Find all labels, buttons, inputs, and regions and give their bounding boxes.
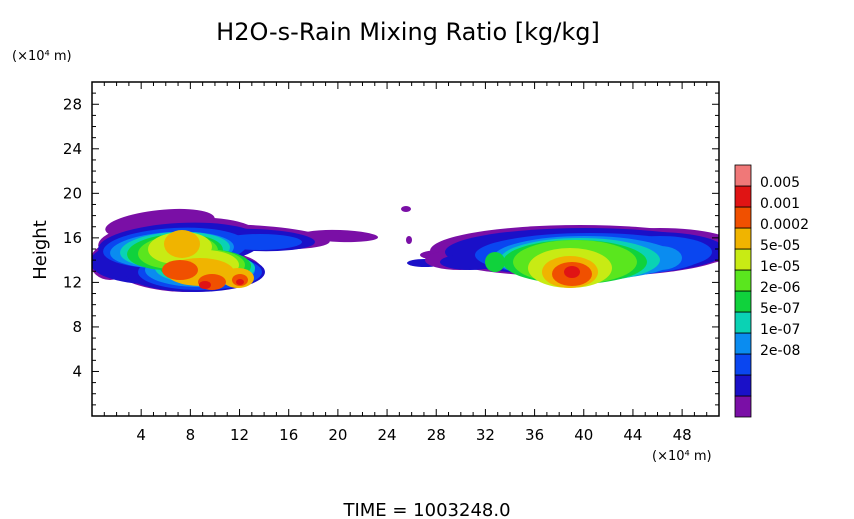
chart-title: H2O-s-Rain Mixing Ratio [kg/kg] — [216, 18, 600, 46]
y-tick-label: 20 — [63, 184, 82, 202]
colorbar-label: 5e-07 — [760, 301, 800, 317]
colorbar: 0.005 0.001 0.0002 5e-05 1e-05 2e-06 5e-07 1e-0… — [734, 164, 809, 418]
time-footer: TIME = 1003248.0 — [342, 500, 510, 519]
y-tick-label: 4 — [72, 362, 82, 380]
contour-region — [302, 229, 378, 243]
x-unit-label: (×10⁴ m) — [652, 449, 712, 464]
colorbar-swatch — [734, 164, 752, 187]
y-tick-label: 8 — [72, 318, 82, 336]
colorbar-label: 1e-07 — [760, 322, 800, 338]
x-tick-label: 12 — [230, 426, 249, 444]
x-tick-label: 40 — [574, 426, 593, 444]
x-tick-label: 36 — [525, 426, 544, 444]
y-axis: 4 8 12 16 20 24 28 — [63, 92, 719, 406]
colorbar-swatch — [734, 227, 752, 250]
x-tick-label: 8 — [186, 426, 196, 444]
contour-region — [406, 236, 412, 244]
colorbar-swatch — [734, 353, 752, 376]
colorbar-swatch — [734, 206, 752, 229]
x-axis: 4 8 12 16 20 24 28 32 36 40 44 48 — [103, 82, 708, 444]
rain-field — [92, 206, 719, 292]
colorbar-swatch — [734, 311, 752, 334]
colorbar-label: 5e-05 — [760, 238, 800, 254]
colorbar-swatch — [734, 395, 752, 418]
x-tick-label: 20 — [328, 426, 347, 444]
x-tick-label: 32 — [476, 426, 495, 444]
colorbar-swatch — [734, 185, 752, 208]
colorbar-label: 2e-06 — [760, 280, 800, 296]
contour-region — [162, 260, 198, 280]
x-tick-label: 24 — [378, 426, 397, 444]
colorbar-swatch — [734, 332, 752, 355]
y-tick-label: 28 — [63, 95, 82, 113]
x-tick-label: 44 — [623, 426, 642, 444]
x-tick-label: 28 — [427, 426, 446, 444]
x-tick-label: 16 — [279, 426, 298, 444]
colorbar-label: 2e-08 — [760, 343, 800, 359]
y-unit-label: (×10⁴ m) — [12, 49, 72, 64]
colorbar-swatch — [734, 290, 752, 313]
colorbar-label: 0.0002 — [760, 217, 809, 233]
contour-region — [236, 279, 244, 285]
contour-region — [485, 252, 505, 272]
colorbar-label: 0.001 — [760, 196, 800, 212]
contour-region — [564, 266, 580, 278]
colorbar-label: 0.005 — [760, 175, 800, 191]
x-tick-label: 48 — [673, 426, 692, 444]
contour-region — [401, 206, 411, 212]
y-tick-label: 12 — [63, 273, 82, 291]
contour-region — [218, 234, 302, 250]
x-tick-label: 4 — [136, 426, 146, 444]
colorbar-swatch — [734, 269, 752, 292]
colorbar-swatch — [734, 248, 752, 271]
contour-region — [199, 281, 211, 289]
contour-region — [164, 230, 200, 258]
colorbar-label: 1e-05 — [760, 259, 800, 275]
y-tick-label: 24 — [63, 140, 82, 158]
colorbar-swatch — [734, 374, 752, 397]
y-axis-label: Height — [30, 220, 51, 280]
y-tick-label: 16 — [63, 229, 82, 247]
